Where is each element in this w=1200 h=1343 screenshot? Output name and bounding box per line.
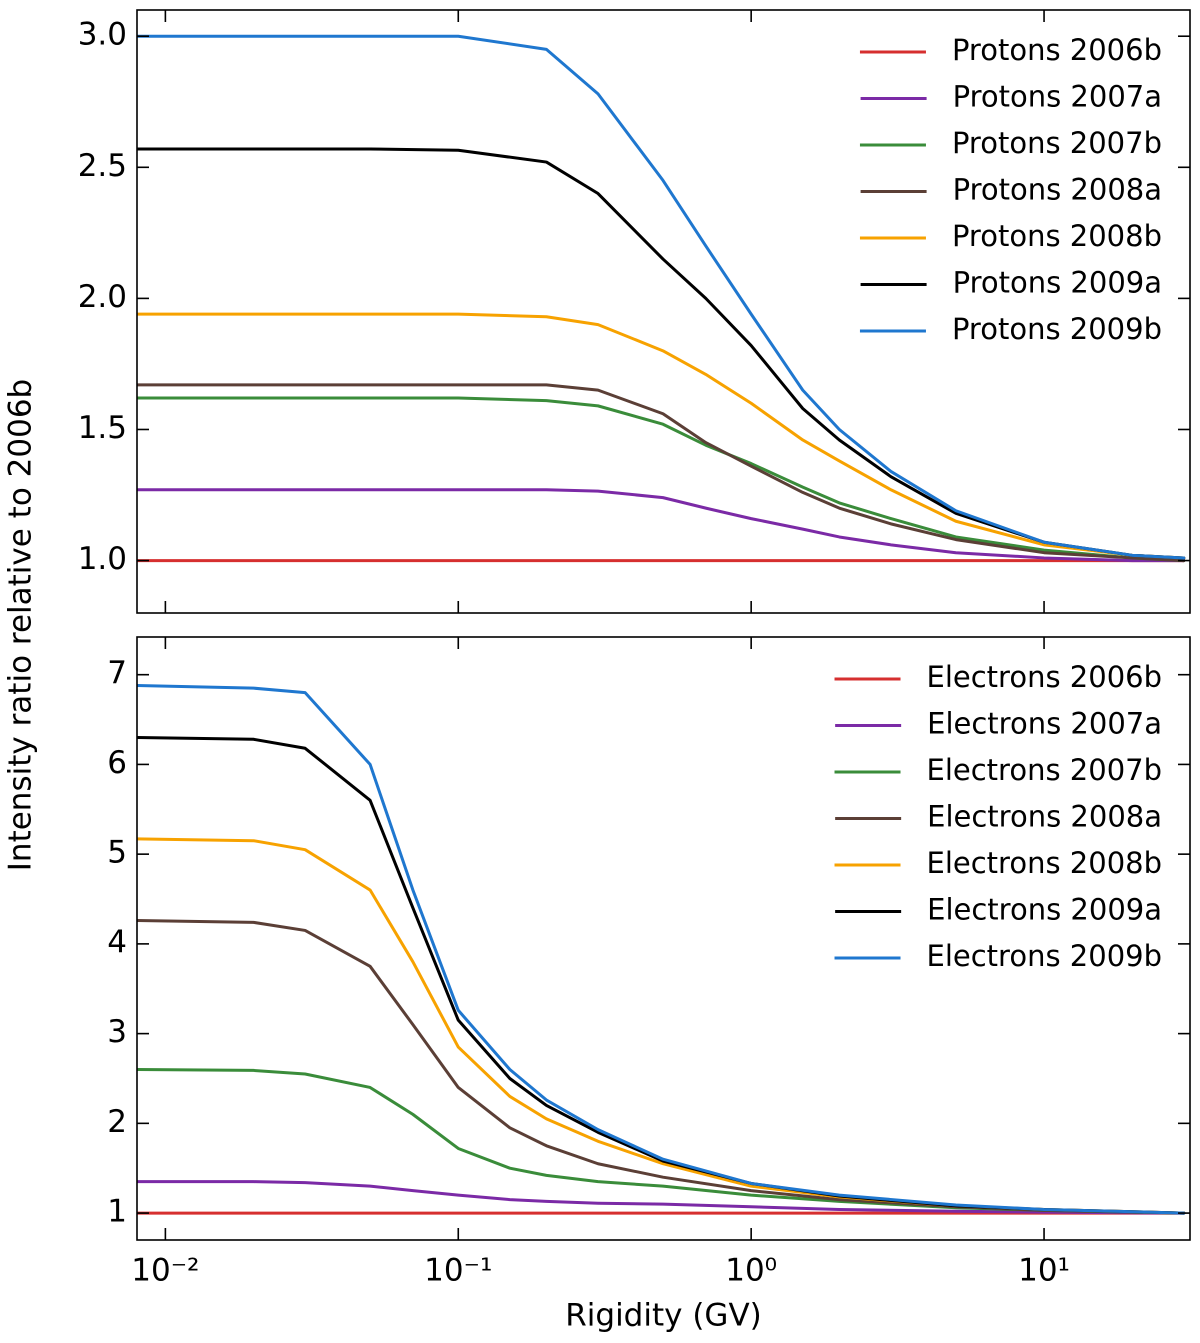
legend-label: Electrons 2006b [927,660,1162,694]
plot-frame [136,636,1191,1241]
x-tick-label: 10⁰ [725,1253,777,1289]
legend-label: Electrons 2007b [927,753,1162,787]
legend-label: Protons 2006b [952,33,1162,67]
series-line [137,683,1186,1215]
y-tick-label: 3.0 [78,17,127,53]
legend-label: Protons 2007a [953,80,1162,114]
y-tick-label: 1.0 [78,541,127,577]
y-tick-label: 7 [107,655,127,691]
legend-label: Electrons 2008b [927,846,1162,880]
legend-label: Electrons 2009b [927,939,1162,973]
plot-frame [136,9,1191,614]
y-tick-label: 3 [107,1014,127,1050]
legend-label: Electrons 2008a [927,800,1162,834]
y-tick-label: 1.5 [78,410,127,446]
legend-label: Protons 2009a [953,266,1162,300]
legend-label: Protons 2008b [952,219,1162,253]
x-tick-label: 10⁻¹ [424,1253,492,1289]
series-line [137,488,1186,563]
y-tick-label: 2 [107,1104,127,1140]
y-tick-label: 6 [107,745,127,781]
legend-label: Electrons 2009a [927,893,1162,927]
y-tick-label: 2.5 [78,148,127,184]
series-line [137,1068,1186,1215]
x-tick-label: 10⁻² [131,1253,199,1289]
series-line [137,312,1186,560]
legend-label: Protons 2009b [952,312,1162,346]
y-tick-label: 5 [107,835,127,871]
lines [137,683,1186,1215]
x-tick-label: 10¹ [1018,1253,1070,1289]
y-tick-label: 1 [107,1194,127,1230]
y-axis-label: Intensity ratio relative to 2006b [3,379,39,871]
series-line [137,34,1186,560]
y-tick-label: 2.0 [78,279,127,315]
x-axis-label: Rigidity (GV) [565,1298,762,1334]
legend-label: Electrons 2007a [927,707,1162,741]
y-tick-label: 4 [107,924,127,960]
series-line [137,1180,1186,1215]
lines [137,34,1186,563]
legend-label: Protons 2008a [953,173,1162,207]
series-line [137,383,1186,563]
legend-label: Protons 2007b [952,126,1162,160]
